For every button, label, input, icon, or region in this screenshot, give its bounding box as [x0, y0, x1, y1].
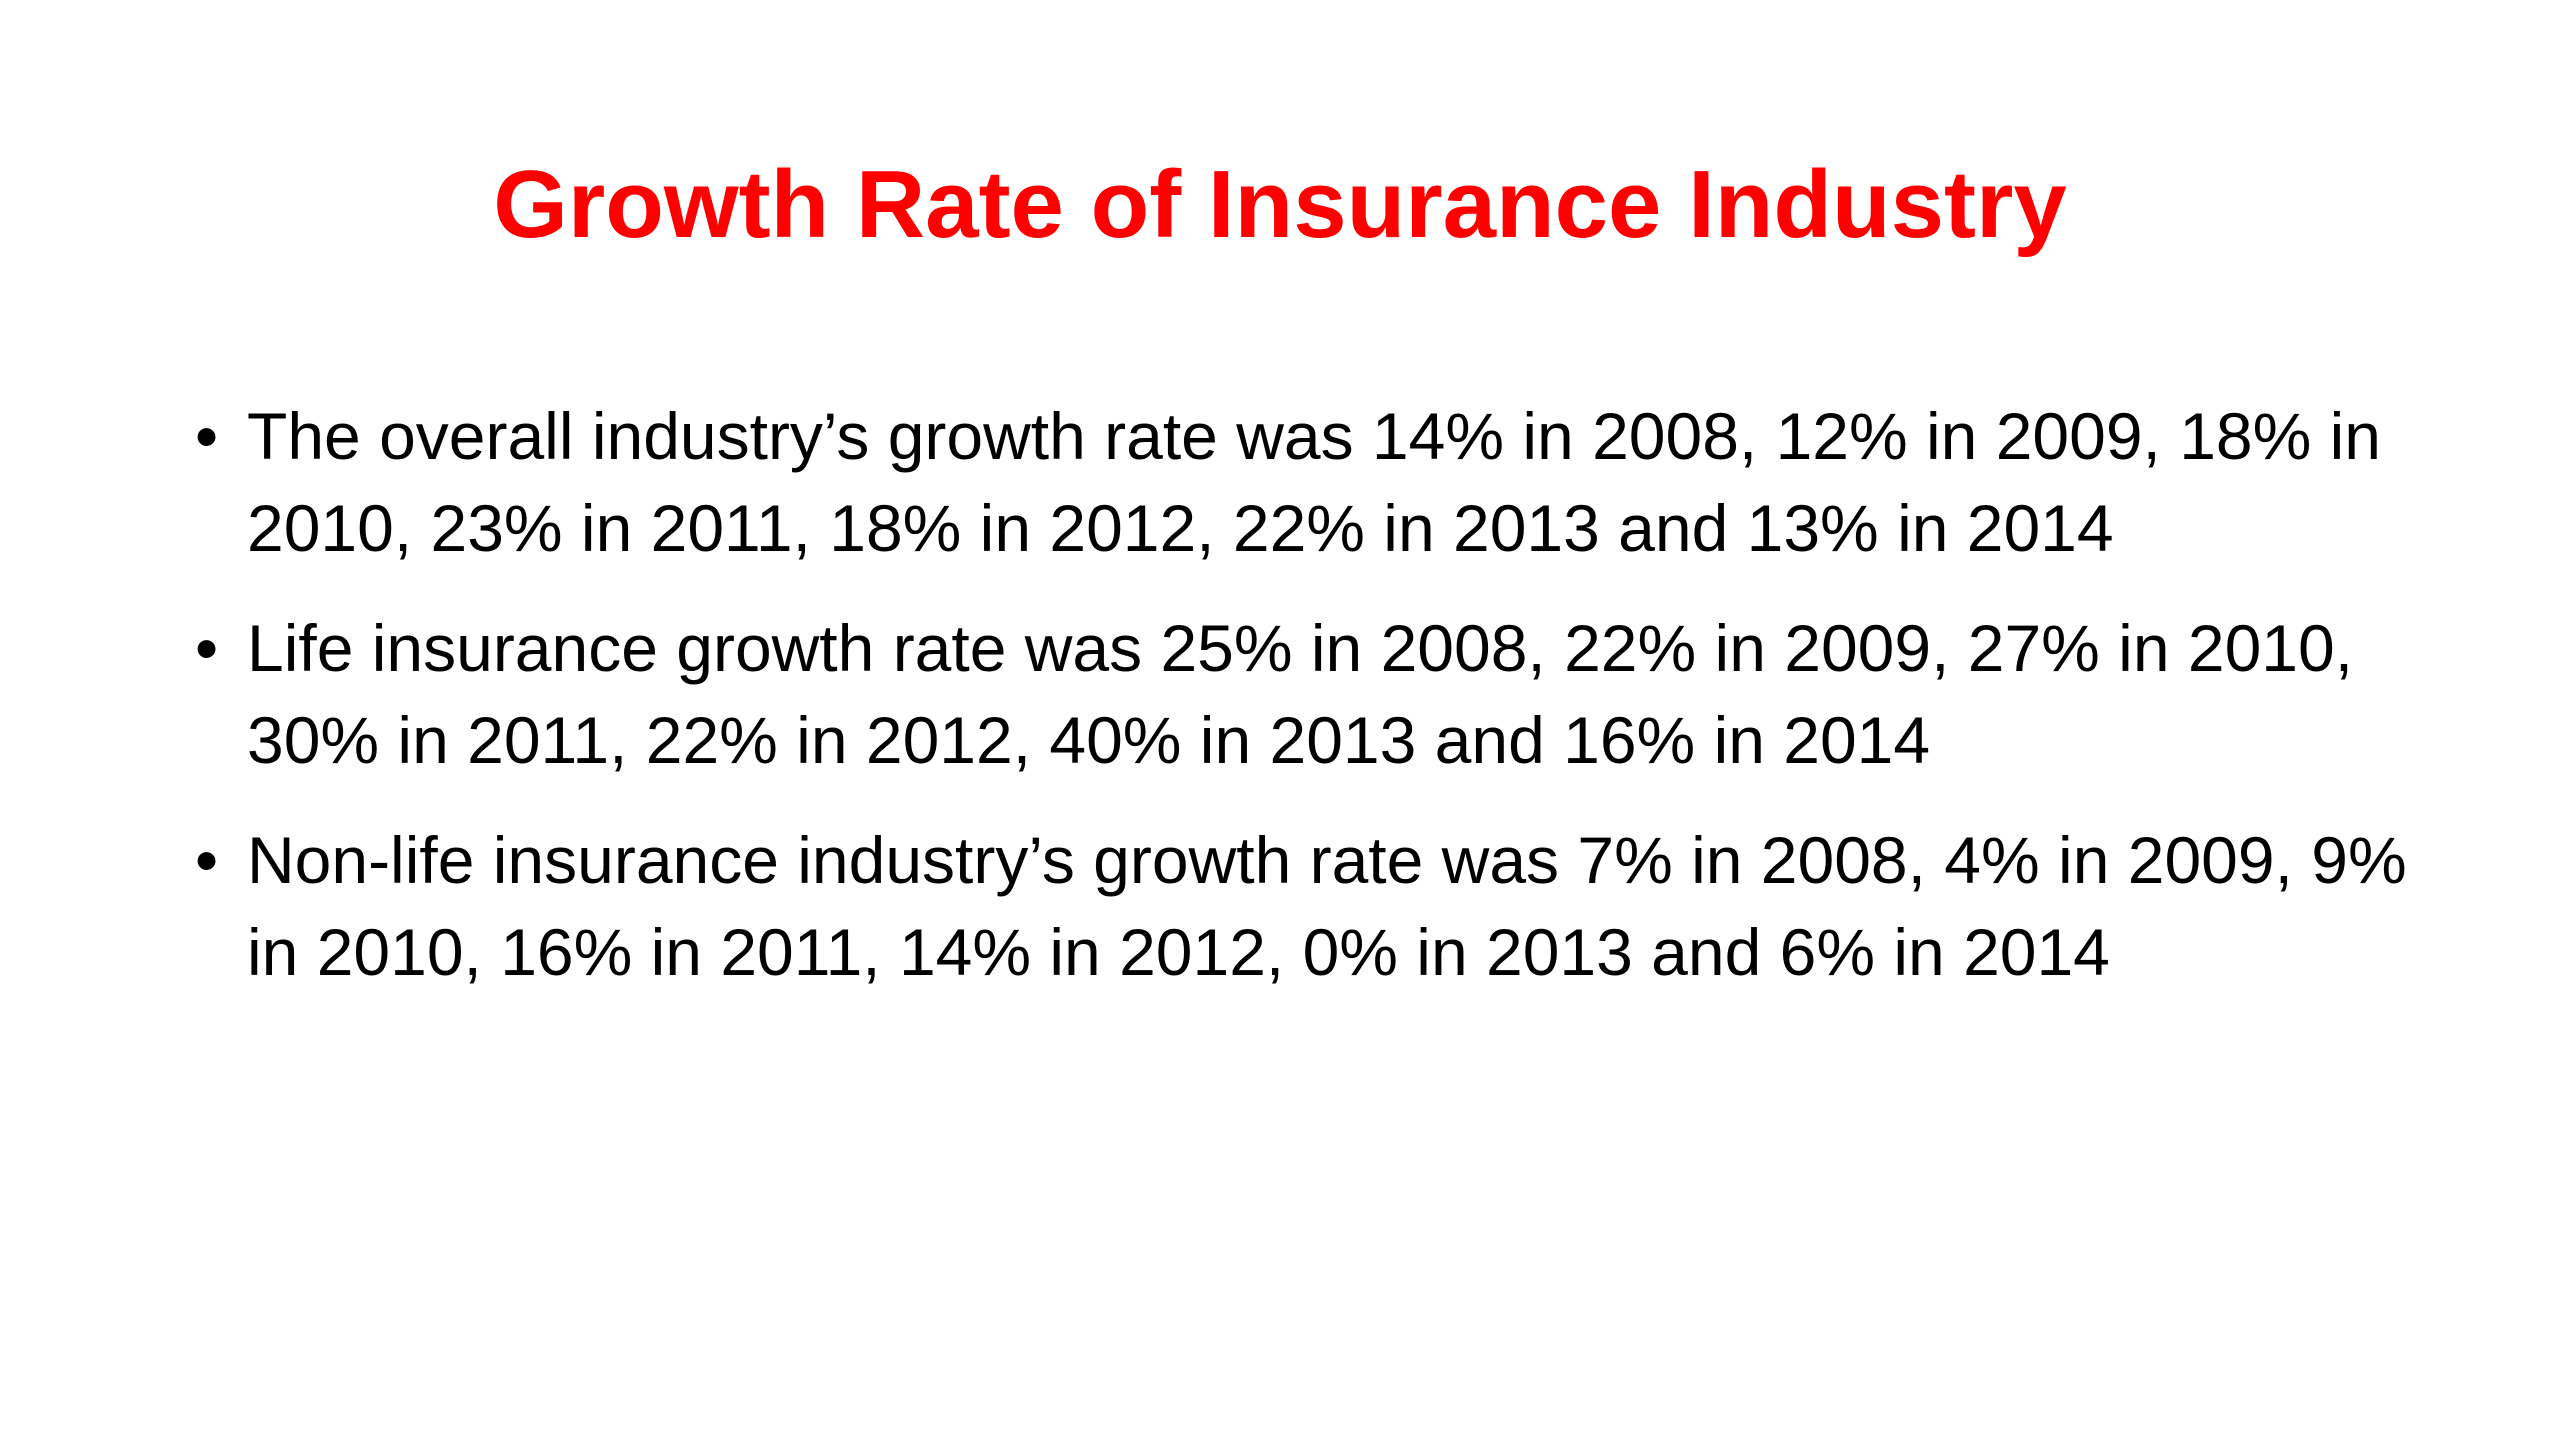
bullet-dot-icon: •: [195, 399, 219, 473]
bullet-text: Life insurance growth rate was 25% in 20…: [247, 611, 2354, 777]
bullet-item-overall: • The overall industry’s growth rate was…: [195, 390, 2435, 574]
slide-title: Growth Rate of Insurance Industry: [493, 151, 2067, 258]
bullet-dot-icon: •: [195, 823, 219, 897]
bullet-list: • The overall industry’s growth rate was…: [195, 390, 2435, 1026]
bullet-item-non-life: • Non-life insurance industry’s growth r…: [195, 814, 2435, 998]
bullet-item-life: • Life insurance growth rate was 25% in …: [195, 602, 2435, 786]
bullet-text: Non-life insurance industry’s growth rat…: [247, 823, 2407, 989]
bullet-dot-icon: •: [195, 611, 219, 685]
bullet-text: The overall industry’s growth rate was 1…: [247, 399, 2382, 565]
